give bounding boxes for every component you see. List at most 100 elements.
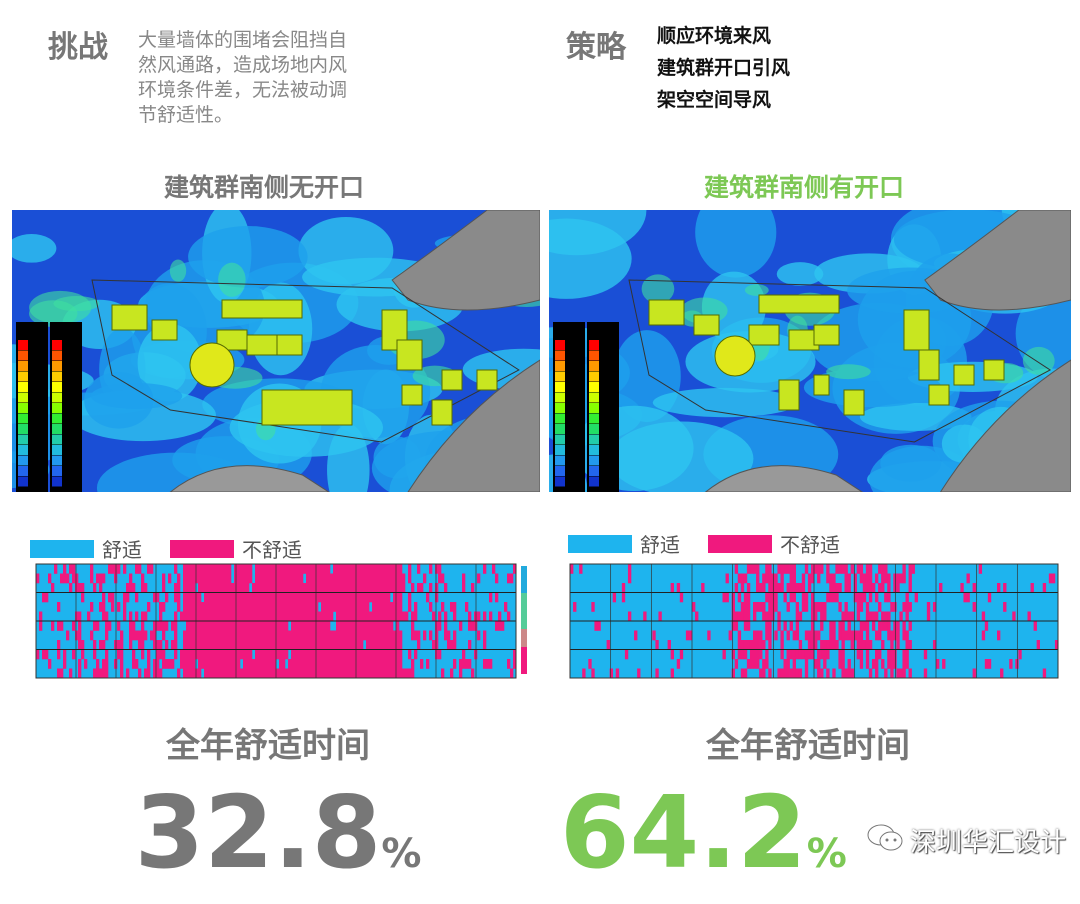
uncomfortable-cell (270, 659, 274, 669)
uncomfortable-cell (174, 564, 178, 574)
uncomfortable-cell (1033, 621, 1037, 631)
uncomfortable-cell (746, 602, 751, 612)
uncomfortable-cell (746, 659, 751, 669)
uncomfortable-cell (871, 611, 876, 622)
uncomfortable-cell (39, 611, 43, 622)
uncomfortable-cell (875, 649, 879, 660)
uncomfortable-cell (789, 592, 793, 603)
uncomfortable-cell (141, 583, 145, 593)
uncomfortable-cell (243, 668, 247, 679)
uncomfortable-cell (117, 649, 121, 660)
uncomfortable-cell (841, 668, 845, 679)
uncomfortable-cell (171, 640, 175, 650)
colorbar-swatch (18, 434, 28, 445)
uncomfortable-cell (453, 640, 457, 650)
uncomfortable-cell (258, 640, 262, 650)
uncomfortable-cell (273, 573, 277, 584)
terrain (924, 210, 1071, 311)
uncomfortable-cell (868, 668, 873, 679)
uncomfortable-cell (369, 592, 373, 603)
uncomfortable-cell (731, 649, 735, 660)
uncomfortable-cell (207, 583, 211, 593)
uncomfortable-cell (75, 630, 79, 641)
uncomfortable-cell (207, 592, 211, 603)
uncomfortable-cell (276, 621, 280, 631)
uncomfortable-cell (90, 564, 94, 574)
uncomfortable-cell (342, 573, 346, 584)
uncomfortable-cell (450, 602, 454, 612)
uncomfortable-cell (240, 621, 244, 631)
uncomfortable-cell (634, 630, 638, 641)
uncomfortable-cell (844, 611, 848, 622)
uncomfortable-cell (243, 621, 247, 631)
uncomfortable-cell (132, 630, 136, 641)
uncomfortable-cell (807, 573, 812, 584)
uncomfortable-cell (765, 659, 769, 669)
uncomfortable-cell (267, 659, 271, 669)
uncomfortable-cell (908, 583, 912, 593)
uncomfortable-cell (243, 659, 247, 669)
uncomfortable-cell (198, 602, 202, 612)
uncomfortable-cell (159, 602, 163, 612)
uncomfortable-cell (804, 602, 809, 612)
uncomfortable-cell (817, 564, 821, 574)
colorbar-swatch (589, 361, 599, 371)
uncomfortable-cell (246, 611, 250, 622)
uncomfortable-cell (222, 621, 226, 631)
uncomfortable-cell (189, 659, 193, 669)
uncomfortable-cell (396, 630, 400, 641)
uncomfortable-cell (282, 630, 286, 641)
uncomfortable-cell (237, 602, 241, 612)
uncomfortable-cell (219, 668, 223, 679)
uncomfortable-cell (1030, 583, 1034, 593)
uncomfortable-cell (336, 649, 340, 660)
uncomfortable-cell (306, 621, 310, 631)
uncomfortable-cell (795, 583, 800, 593)
uncomfortable-cell (222, 630, 226, 641)
uncomfortable-cell (884, 668, 888, 679)
uncomfortable-cell (93, 583, 97, 593)
uncomfortable-cell (72, 573, 76, 584)
colorbar-swatch (18, 392, 28, 403)
panel-title-no-opening: 建筑群南侧无开口 (163, 173, 364, 202)
uncomfortable-cell (210, 640, 214, 650)
uncomfortable-cell (171, 621, 175, 631)
uncomfortable-cell (273, 621, 277, 631)
uncomfortable-cell (252, 611, 256, 622)
uncomfortable-cell (756, 573, 760, 584)
uncomfortable-cell (84, 659, 88, 669)
uncomfortable-cell (737, 573, 742, 584)
uncomfortable-cell (237, 573, 241, 584)
uncomfortable-cell (384, 659, 388, 669)
uncomfortable-cell (276, 564, 280, 574)
uncomfortable-cell (850, 668, 854, 679)
uncomfortable-cell (378, 630, 382, 641)
uncomfortable-cell (360, 592, 364, 603)
uncomfortable-cell (890, 640, 894, 650)
uncomfortable-cell (768, 668, 772, 679)
uncomfortable-cell (348, 640, 352, 650)
uncomfortable-cell (786, 583, 790, 593)
uncomfortable-cell (627, 564, 632, 574)
uncomfortable-cell (264, 630, 268, 641)
uncomfortable-cell (756, 649, 760, 660)
colorbar-swatch (555, 476, 565, 487)
uncomfortable-cell (57, 602, 61, 612)
uncomfortable-cell (237, 659, 241, 669)
uncomfortable-cell (768, 573, 772, 584)
uncomfortable-cell (774, 630, 778, 641)
colorbar-swatch (589, 455, 599, 466)
uncomfortable-cell (147, 649, 151, 660)
uncomfortable-cell (759, 583, 763, 593)
uncomfortable-cell (510, 668, 514, 679)
uncomfortable-cell (765, 592, 769, 603)
uncomfortable-cell (856, 592, 861, 603)
uncomfortable-cell (324, 592, 328, 603)
uncomfortable-cell (972, 602, 976, 612)
uncomfortable-cell (841, 630, 845, 641)
uncomfortable-cell (189, 573, 193, 584)
wind-flow-region (695, 210, 777, 278)
legend-comfortable: 舒适 (640, 533, 680, 557)
uncomfortable-cell (270, 630, 274, 641)
uncomfortable-cell (435, 640, 439, 650)
